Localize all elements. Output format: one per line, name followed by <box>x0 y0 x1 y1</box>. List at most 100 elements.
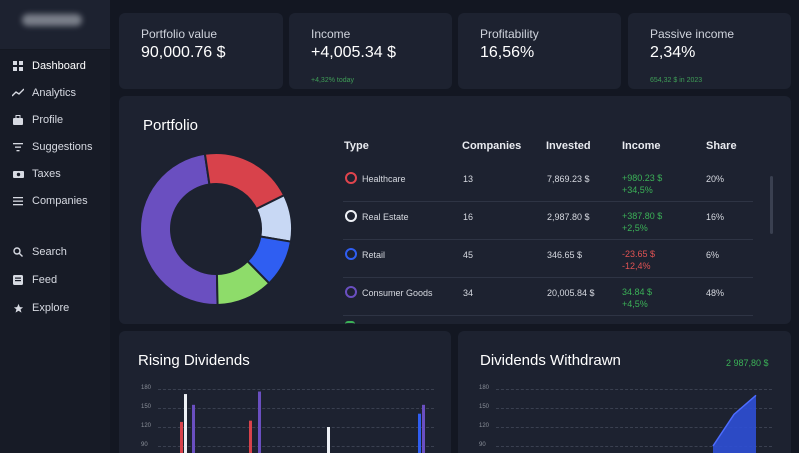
stat-value: 90,000.76 $ <box>141 44 226 61</box>
grid-line <box>496 389 772 390</box>
bar <box>422 404 425 453</box>
y-tick: 180 <box>479 385 490 391</box>
cell-income: +387.80 $ <box>622 211 663 221</box>
grid-line <box>496 446 772 447</box>
logo <box>22 14 82 26</box>
sidebar-item-label: Feed <box>32 274 58 286</box>
sidebar-item-label: Dashboard <box>32 60 86 72</box>
cell-companies: 34 <box>463 288 474 298</box>
stat-card-income: Income +4,005.34 $ +4,32% today <box>289 13 452 89</box>
y-tick: 150 <box>141 404 152 410</box>
rising-dividends-chart <box>180 391 425 453</box>
star-icon <box>12 302 24 314</box>
sidebar-item-label: Analytics <box>32 87 77 99</box>
cell-type: Healthcare <box>362 174 406 184</box>
column-header-income[interactable]: Income <box>622 140 661 152</box>
stat-label: Income <box>311 27 351 41</box>
cell-share: 20% <box>706 174 725 184</box>
table-row[interactable]: Consumer Goods 34 20,005.84 $ 34.84 $ +4… <box>343 278 753 316</box>
stat-card-portfolio-value: Portfolio value 90,000.76 $ <box>119 13 283 89</box>
table-row[interactable]: Healthcare 13 7,869.23 $ +980.23 $ +34,5… <box>343 164 753 202</box>
bar <box>258 391 261 453</box>
cell-share: 48% <box>706 288 725 298</box>
rising-dividends-title: Rising Dividends <box>138 352 250 369</box>
cell-income-pct: -12,4% <box>622 261 651 271</box>
grid-line <box>158 446 434 447</box>
cash-icon <box>12 168 24 180</box>
column-header-type[interactable]: Type <box>344 140 369 152</box>
sidebar-item-feed[interactable]: Feed <box>12 270 57 290</box>
portfolio-donut-chart <box>139 152 293 306</box>
cell-type: Retail <box>362 250 386 260</box>
grid-line <box>496 427 772 428</box>
y-tick: 90 <box>141 442 148 448</box>
sidebar-item-companies[interactable]: Companies <box>12 191 88 211</box>
table-row[interactable]: Retail 45 346.65 $ -23.65 $ -12,4% 6% <box>343 240 753 278</box>
dashboard-icon <box>12 60 24 72</box>
cell-invested: 20,005.84 $ <box>547 288 595 298</box>
stat-value: 16,56% <box>480 44 535 61</box>
search-icon <box>12 246 24 258</box>
stat-value: 2,34% <box>650 44 696 61</box>
sidebar-item-dashboard[interactable]: Dashboard <box>12 56 86 76</box>
y-tick: 180 <box>141 385 152 391</box>
grid-line <box>158 389 434 390</box>
healthcare-ring-icon <box>345 172 357 184</box>
sidebar-item-suggestions[interactable]: Suggestions <box>12 137 93 157</box>
cell-income-pct: +4,5% <box>622 299 648 309</box>
dividends-withdrawn-amount: 2 987,80 $ <box>726 358 769 368</box>
cell-invested: 346.65 $ <box>547 250 583 260</box>
sidebar-item-label: Explore <box>32 302 70 314</box>
stat-card-passive-income: Passive income 2,34% 654,32 $ in 2023 <box>628 13 791 89</box>
sidebar-item-label: Profile <box>32 114 64 126</box>
bar <box>249 420 252 453</box>
dividends-withdrawn-title: Dividends Withdrawn <box>480 352 621 369</box>
donut-slice <box>215 259 271 306</box>
next-row-ring-icon <box>345 321 355 324</box>
table-scrollbar[interactable] <box>770 176 773 234</box>
y-tick: 150 <box>479 404 490 410</box>
cell-type: Real Estate <box>362 212 409 222</box>
real-estate-ring-icon <box>345 210 357 222</box>
sidebar-item-label: Taxes <box>32 168 61 180</box>
stat-label: Portfolio value <box>141 27 218 41</box>
briefcase-icon <box>12 114 24 126</box>
sidebar-item-analytics[interactable]: Analytics <box>12 83 76 103</box>
cell-type: Consumer Goods <box>362 288 433 298</box>
sidebar-item-label: Suggestions <box>32 141 93 153</box>
bar <box>184 394 187 453</box>
cell-income-pct: +2,5% <box>622 223 648 233</box>
cell-income: -23.65 $ <box>622 249 656 259</box>
filter-icon <box>12 141 24 153</box>
consumer-goods-ring-icon <box>345 286 357 298</box>
column-header-companies[interactable]: Companies <box>462 140 522 152</box>
feed-icon <box>12 274 24 286</box>
logo-area[interactable] <box>0 0 110 50</box>
area-fill <box>713 395 756 453</box>
area-line <box>712 394 757 447</box>
sidebar-item-label: Search <box>32 246 67 258</box>
grid-line <box>496 408 772 409</box>
stat-card-profitability: Profitability 16,56% <box>458 13 621 89</box>
grid-line <box>158 408 434 409</box>
stat-value: +4,005.34 $ <box>311 44 396 61</box>
sidebar-item-search[interactable]: Search <box>12 242 67 262</box>
column-header-share[interactable]: Share <box>706 140 737 152</box>
cell-income: +980.23 $ <box>622 173 663 183</box>
rising-dividends-card <box>119 331 451 453</box>
y-tick: 120 <box>479 423 490 429</box>
stat-sub: +4,32% today <box>311 77 355 84</box>
stat-sub: 654,32 $ in 2023 <box>650 77 703 84</box>
sidebar-item-profile[interactable]: Profile <box>12 110 63 130</box>
bar <box>418 413 421 453</box>
list-icon <box>12 195 24 207</box>
cell-companies: 45 <box>463 250 474 260</box>
bar <box>327 427 330 453</box>
y-tick: 90 <box>479 442 486 448</box>
table-row[interactable]: Real Estate 16 2,987.80 $ +387.80 $ +2,5… <box>343 202 753 240</box>
column-header-invested[interactable]: Invested <box>546 140 591 152</box>
sidebar-item-taxes[interactable]: Taxes <box>12 164 61 184</box>
bar <box>180 421 183 453</box>
cell-share: 6% <box>706 250 720 260</box>
sidebar-item-explore[interactable]: Explore <box>12 298 69 318</box>
